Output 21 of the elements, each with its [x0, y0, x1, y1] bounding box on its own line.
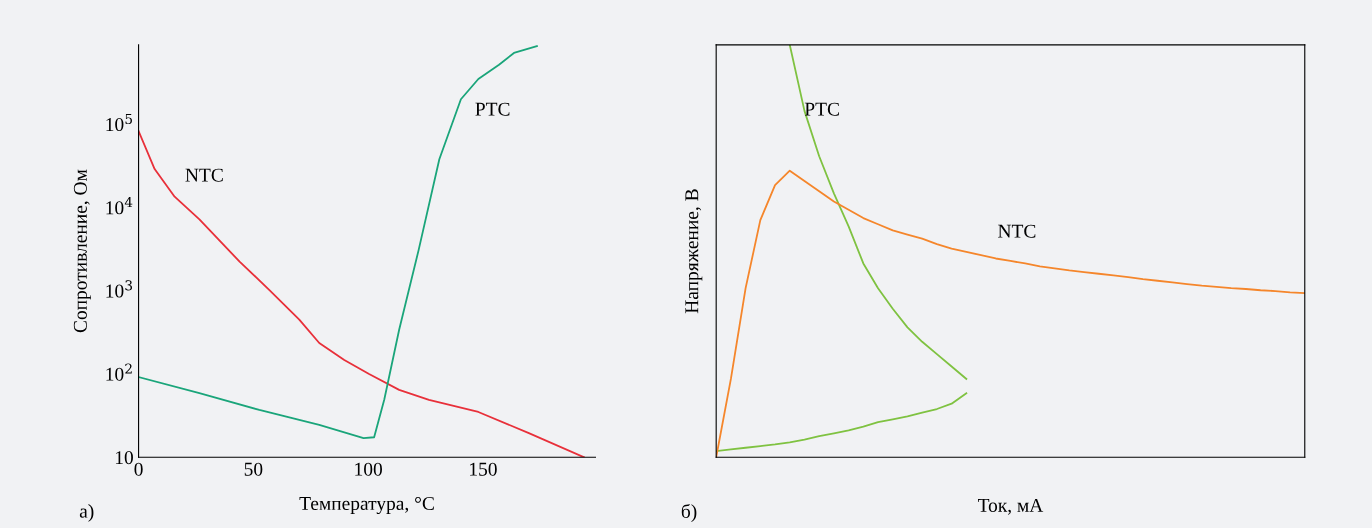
- x-tick-label: 150: [470, 462, 497, 476]
- y-tick-label: 10$^{3}$: [106, 280, 133, 298]
- y-tick-label: 10$^{2}$: [106, 363, 132, 381]
- x-tick-label: 100: [355, 462, 382, 476]
- x-axis-title: Температура, °C: [299, 496, 434, 515]
- y-axis-title: Сопротивление, Ом: [73, 169, 91, 333]
- y-tick-label: 10$^{5}$: [106, 113, 132, 132]
- series-label: PTC: [475, 102, 510, 116]
- y-axis-title: Напряжение, В: [685, 189, 703, 314]
- series-label: NTC: [185, 168, 223, 182]
- text: б): [681, 503, 697, 522]
- line-series: [138, 130, 585, 458]
- series-label: PTC: [804, 102, 839, 116]
- y-tick-label: 10: [115, 451, 133, 465]
- x-axis-title: Ток, мА: [978, 498, 1044, 515]
- x-tick-label: 0: [134, 462, 143, 476]
- series-label: NTC: [998, 224, 1036, 238]
- line-series: [138, 45, 538, 439]
- x-tick-label: 50: [244, 462, 263, 476]
- y-tick-label: 10$^{4}$: [106, 196, 133, 215]
- text: а): [79, 504, 94, 522]
